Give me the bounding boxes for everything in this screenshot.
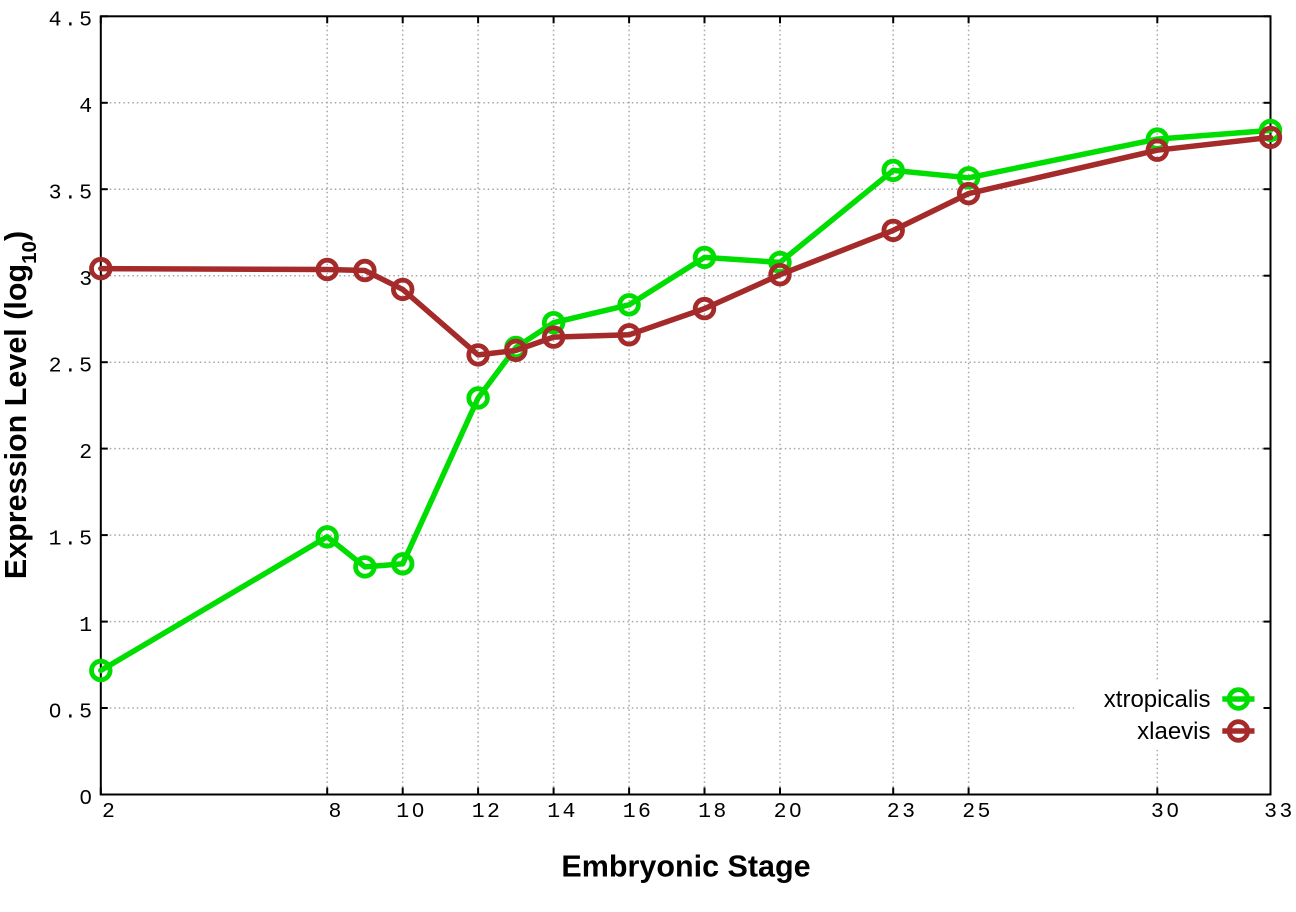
svg-text:8: 8 [328, 800, 343, 824]
svg-text:14: 14 [547, 800, 578, 824]
svg-text:33: 33 [1264, 800, 1295, 824]
svg-text:Embryonic Stage: Embryonic Stage [561, 850, 810, 884]
svg-text:20: 20 [774, 800, 805, 824]
svg-text:2: 2 [102, 800, 117, 824]
svg-text:4.5: 4.5 [49, 9, 95, 33]
svg-text:xtropicalis: xtropicalis [1104, 686, 1211, 713]
svg-text:1.5: 1.5 [49, 528, 95, 552]
svg-text:3: 3 [79, 268, 94, 292]
svg-text:10: 10 [396, 800, 427, 824]
svg-text:16: 16 [623, 800, 654, 824]
svg-text:xlaevis: xlaevis [1137, 718, 1210, 745]
svg-text:12: 12 [472, 800, 503, 824]
svg-text:25: 25 [962, 800, 993, 824]
svg-text:1: 1 [79, 614, 94, 638]
svg-text:2: 2 [79, 441, 94, 465]
svg-text:23: 23 [887, 800, 918, 824]
svg-text:2.5: 2.5 [49, 355, 95, 379]
svg-text:4: 4 [79, 95, 94, 119]
svg-text:30: 30 [1151, 800, 1182, 824]
svg-text:18: 18 [698, 800, 729, 824]
svg-text:3.5: 3.5 [49, 182, 95, 206]
